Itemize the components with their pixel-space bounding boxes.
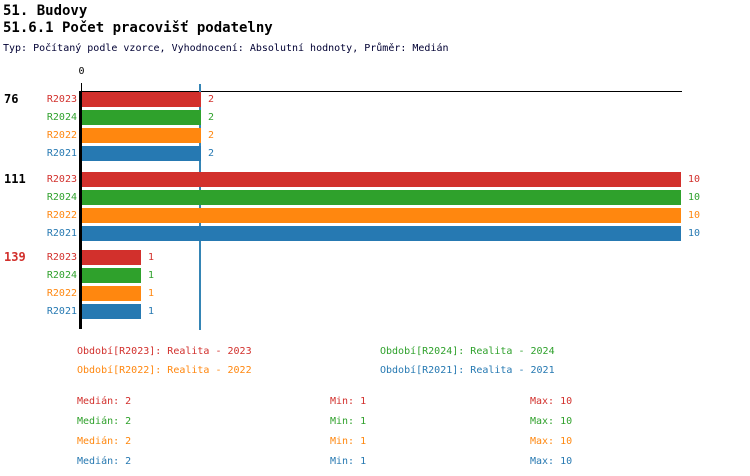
bar	[82, 286, 141, 301]
bar	[82, 146, 201, 161]
bar-row-label: R2022	[46, 130, 77, 141]
bar-value-label: 2	[208, 130, 215, 141]
bar-row-label: R2022	[46, 210, 77, 221]
group-label: 139	[4, 250, 26, 264]
legend-item: Období[R2021]: Realita - 2021	[380, 365, 555, 376]
stat-min: Min: 1	[330, 416, 367, 427]
stat-min: Min: 1	[330, 396, 367, 407]
bar-row-label: R2021	[46, 228, 77, 239]
page-title: 51. Budovy	[3, 3, 88, 19]
bar-row-label: R2023	[46, 174, 77, 185]
bar-row-label: R2021	[46, 148, 77, 159]
bar	[82, 190, 681, 205]
origin-tick	[81, 83, 82, 91]
chart-subtitle: Typ: Počítaný podle vzorce, Vyhodnocení:…	[3, 43, 449, 54]
legend-item: Období[R2023]: Realita - 2023	[77, 346, 252, 357]
stat-median: Medián: 2	[77, 456, 132, 467]
bar-row-label: R2022	[46, 288, 77, 299]
bar-value-label: 10	[688, 192, 701, 203]
stat-max: Max: 10	[530, 456, 573, 467]
y-axis-line	[79, 91, 82, 329]
bar	[82, 304, 141, 319]
bar-row-label: R2024	[46, 192, 77, 203]
legend-item: Období[R2022]: Realita - 2022	[77, 365, 252, 376]
bar-value-label: 2	[208, 148, 215, 159]
bar	[82, 250, 141, 265]
bar-row-label: R2023	[46, 252, 77, 263]
x-axis-line	[79, 91, 682, 92]
group-label: 76	[4, 92, 19, 106]
bar	[82, 226, 681, 241]
bar	[82, 92, 201, 107]
bar	[82, 172, 681, 187]
legend-item: Období[R2024]: Realita - 2024	[380, 346, 555, 357]
bar-value-label: 10	[688, 210, 701, 221]
origin-tick-label: 0	[78, 66, 85, 77]
bar	[82, 128, 201, 143]
stat-min: Min: 1	[330, 436, 367, 447]
bar-row-label: R2024	[46, 270, 77, 281]
stat-max: Max: 10	[530, 416, 573, 427]
bar-value-label: 2	[208, 94, 215, 105]
group-label: 111	[4, 172, 26, 186]
bar	[82, 208, 681, 223]
chart-title: 51.6.1 Počet pracovišť podatelny	[3, 20, 273, 36]
stat-median: Medián: 2	[77, 416, 132, 427]
bar-value-label: 1	[148, 252, 155, 263]
stat-median: Medián: 2	[77, 436, 132, 447]
stat-median: Medián: 2	[77, 396, 132, 407]
stat-max: Max: 10	[530, 396, 573, 407]
bar-row-label: R2024	[46, 112, 77, 123]
stat-min: Min: 1	[330, 456, 367, 467]
stat-max: Max: 10	[530, 436, 573, 447]
bar-value-label: 1	[148, 288, 155, 299]
median-guide-line	[199, 84, 201, 330]
bar-row-label: R2021	[46, 306, 77, 317]
bar-value-label: 2	[208, 112, 215, 123]
bar-row-label: R2023	[46, 94, 77, 105]
bar-value-label: 1	[148, 270, 155, 281]
bar	[82, 268, 141, 283]
bar-value-label: 10	[688, 174, 701, 185]
bar-value-label: 1	[148, 306, 155, 317]
bar-value-label: 10	[688, 228, 701, 239]
bar	[82, 110, 201, 125]
